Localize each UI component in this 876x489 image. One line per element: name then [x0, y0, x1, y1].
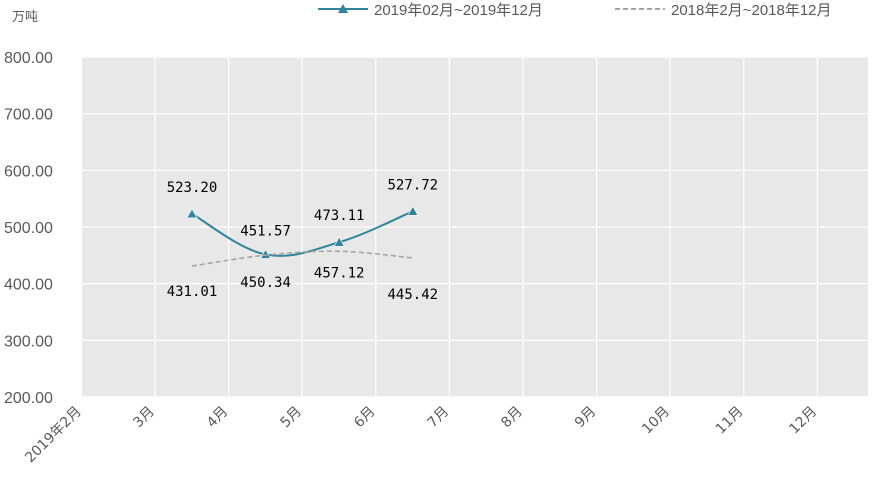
y-tick-label: 600.00 [4, 163, 53, 180]
y-tick-label: 300.00 [4, 333, 53, 350]
series-line-2019 [191, 210, 414, 257]
data-label-2018: 445.42 [388, 287, 439, 303]
legend: 2019年02月~2019年12月 2018年2月~2018年12月 [318, 2, 832, 19]
data-label-2019: 527.72 [388, 177, 439, 193]
y-tick-label: 500.00 [4, 220, 53, 237]
legend-label-2019: 2019年02月~2019年12月 [374, 2, 543, 19]
x-tick-label: 11月 [713, 404, 747, 438]
x-tick-label: 2019年2月 [22, 404, 85, 467]
x-tick-label: 8月 [498, 404, 526, 432]
legend-triangle-icon [338, 4, 348, 13]
y-tick-label: 400.00 [4, 277, 53, 294]
gridlines [82, 56, 868, 398]
data-label-2018: 450.34 [240, 275, 291, 291]
x-tick-label: 4月 [204, 404, 232, 432]
x-axis-ticks: 2019年2月 3月 4月 5月 6月 7月 8月 9月 10月 11月 12月 [22, 404, 820, 467]
data-labels: 523.20 451.57 473.11 527.72 431.01 450.34 457.… [167, 177, 438, 303]
x-tick-label: 6月 [351, 404, 379, 432]
unit-label: 万吨 [12, 10, 38, 25]
y-tick-label: 700.00 [4, 107, 53, 124]
data-label-2019: 523.20 [167, 180, 218, 196]
legend-label-2018: 2018年2月~2018年12月 [671, 2, 832, 19]
y-tick-label: 200.00 [4, 390, 53, 407]
data-label-2018: 431.01 [167, 284, 218, 300]
data-label-2018: 457.12 [314, 265, 365, 281]
x-tick-label: 10月 [639, 404, 673, 438]
x-tick-label: 12月 [786, 404, 820, 438]
x-tick-label: 9月 [572, 404, 600, 432]
x-tick-label: 5月 [278, 404, 306, 432]
y-tick-label: 800.00 [4, 50, 53, 67]
data-label-2019: 473.11 [314, 208, 365, 224]
series-layer [186, 205, 419, 267]
data-point-marker [186, 208, 198, 219]
data-point-marker [260, 248, 272, 259]
y-axis-ticks: 800.00 700.00 600.00 500.00 400.00 300.00 200.… [4, 50, 53, 407]
data-label-2019: 451.57 [240, 223, 291, 239]
x-tick-label: 7月 [425, 404, 453, 432]
series-line-2018 [191, 250, 413, 267]
data-point-marker [407, 205, 419, 216]
data-point-marker [333, 236, 345, 247]
x-tick-label: 3月 [130, 404, 158, 432]
